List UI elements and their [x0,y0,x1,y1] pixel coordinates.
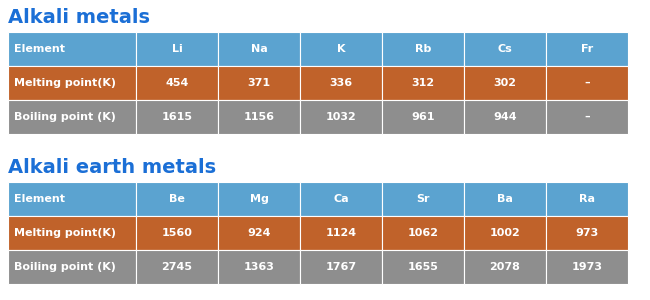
Text: Mg: Mg [250,194,268,204]
Bar [8,66,136,100]
Bar [8,216,136,250]
Text: 371: 371 [248,78,270,88]
Bar [8,100,136,134]
Text: Be: Be [169,194,185,204]
Text: 1615: 1615 [161,112,192,122]
Bar [136,66,218,100]
Bar [382,66,464,100]
Text: Rb: Rb [415,44,431,54]
Text: 1560: 1560 [162,228,192,238]
Text: Na: Na [251,44,267,54]
Bar [546,32,628,66]
Bar [464,100,546,134]
Bar [546,250,628,284]
Text: Li: Li [172,44,183,54]
Bar [218,250,300,284]
Bar [464,32,546,66]
Text: Boiling point (K): Boiling point (K) [14,262,116,272]
Bar [382,182,464,216]
Text: 1156: 1156 [244,112,274,122]
Bar [382,100,464,134]
Bar [546,100,628,134]
Bar [218,100,300,134]
Text: 1124: 1124 [326,228,357,238]
Text: 2078: 2078 [489,262,521,272]
Bar [218,32,300,66]
Text: 1002: 1002 [489,228,521,238]
Text: 2745: 2745 [161,262,192,272]
Text: 1363: 1363 [244,262,274,272]
Text: Element: Element [14,44,65,54]
Text: Ra: Ra [579,194,595,204]
Bar [546,66,628,100]
Bar [8,32,136,66]
Text: 312: 312 [411,78,435,88]
Text: 961: 961 [411,112,435,122]
Bar [300,216,382,250]
Bar [464,66,546,100]
Text: Melting point(K): Melting point(K) [14,78,116,88]
Bar [300,32,382,66]
Bar [464,182,546,216]
Text: Ca: Ca [333,194,349,204]
Text: 1655: 1655 [408,262,439,272]
Text: 1062: 1062 [408,228,439,238]
Text: 944: 944 [493,112,517,122]
Text: Boiling point (K): Boiling point (K) [14,112,116,122]
Bar [218,66,300,100]
Bar [300,100,382,134]
Bar [218,216,300,250]
Text: 924: 924 [247,228,271,238]
Text: Cs: Cs [498,44,512,54]
Bar [136,216,218,250]
Bar [382,32,464,66]
Text: 1973: 1973 [571,262,603,272]
Text: 302: 302 [493,78,517,88]
Bar [8,250,136,284]
Text: 973: 973 [575,228,599,238]
Bar [300,182,382,216]
Bar [8,182,136,216]
Text: Sr: Sr [416,194,430,204]
Text: 1032: 1032 [326,112,356,122]
Bar [464,250,546,284]
Bar [136,32,218,66]
Text: Fr: Fr [581,44,593,54]
Bar [382,216,464,250]
Text: Melting point(K): Melting point(K) [14,228,116,238]
Bar [136,182,218,216]
Text: 1767: 1767 [326,262,357,272]
Text: Ba: Ba [497,194,513,204]
Text: K: K [337,44,345,54]
Text: 454: 454 [165,78,188,88]
Bar [382,250,464,284]
Bar [300,66,382,100]
Bar [300,250,382,284]
Text: 336: 336 [330,78,352,88]
Bar [546,216,628,250]
Text: Alkali metals: Alkali metals [8,8,150,27]
Bar [218,182,300,216]
Text: Alkali earth metals: Alkali earth metals [8,158,216,177]
Text: –: – [584,112,590,122]
Text: Element: Element [14,194,65,204]
Text: –: – [584,78,590,88]
Bar [136,250,218,284]
Bar [136,100,218,134]
Bar [464,216,546,250]
Bar [546,182,628,216]
